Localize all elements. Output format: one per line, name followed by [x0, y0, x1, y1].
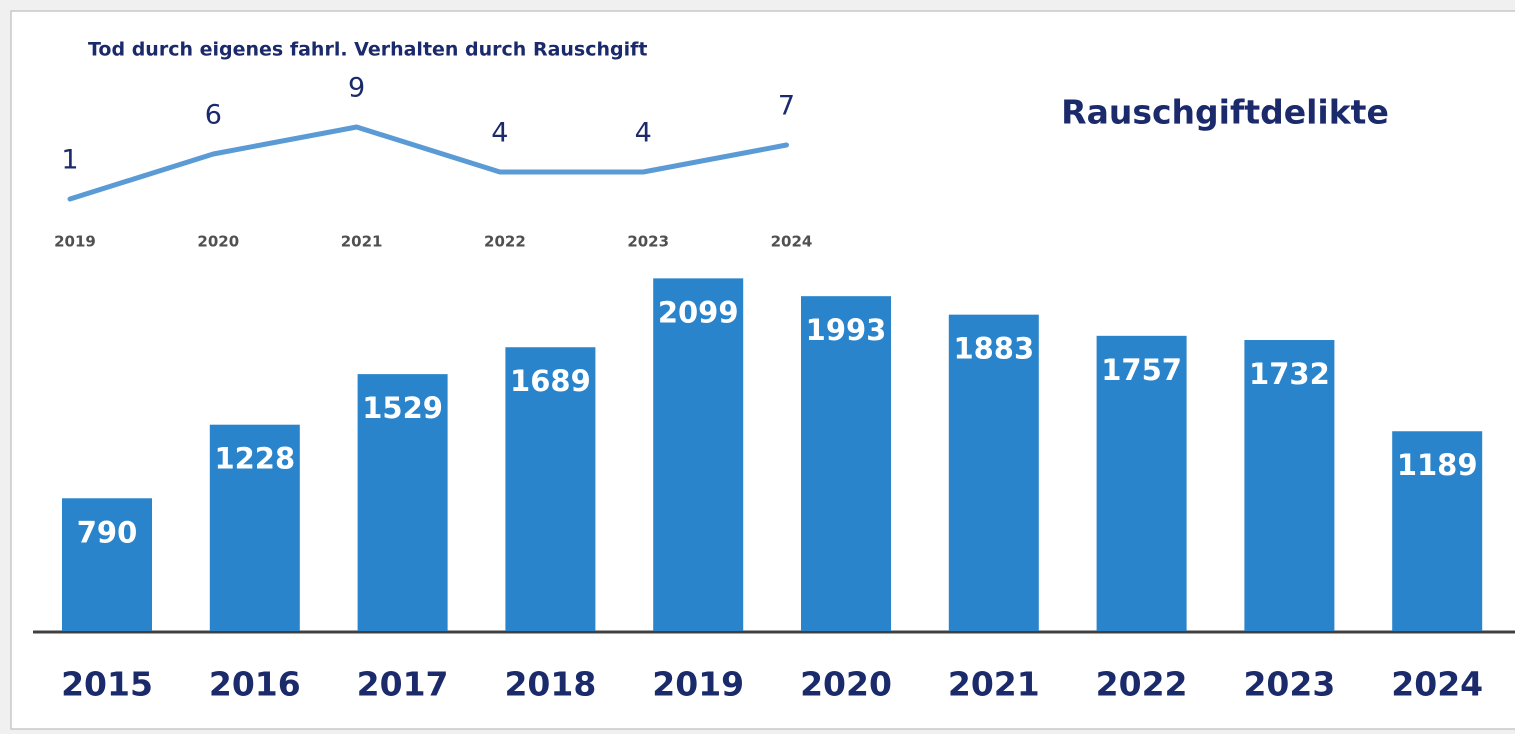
bar	[1096, 335, 1187, 631]
point-value-label: 4	[635, 118, 652, 149]
x-tick-label: 2020	[800, 665, 892, 704]
bar-value-label: 1689	[510, 364, 591, 398]
bar-value-label: 1883	[953, 332, 1034, 366]
x-tick-label: 2024	[1391, 665, 1483, 704]
bar	[209, 424, 300, 631]
x-tick-label: 2023	[1243, 665, 1335, 704]
point-value-label: 9	[348, 73, 365, 104]
bar-value-label: 1732	[1249, 357, 1330, 391]
point-value-label: 7	[778, 91, 795, 122]
x-tick-label: 2018	[504, 665, 596, 704]
x-tick-label: 2016	[209, 665, 301, 704]
bar-value-label: 1189	[1397, 448, 1478, 482]
x-tick-label: 2020	[197, 233, 239, 251]
point-value-label: 6	[205, 100, 222, 131]
bar	[1244, 340, 1335, 631]
bar-chart-title: Rauschgiftdelikte	[1061, 93, 1389, 132]
bar	[62, 498, 152, 631]
x-tick-label: 2023	[627, 233, 669, 251]
x-tick-label: 2017	[357, 665, 449, 704]
bar-value-label: 1228	[214, 442, 295, 476]
bar-value-label: 790	[77, 515, 138, 549]
bar-value-label: 1529	[362, 391, 443, 425]
bar	[801, 296, 891, 631]
bar-value-label: 1993	[806, 313, 887, 347]
bar	[357, 374, 448, 631]
bar-value-label: 2099	[658, 295, 739, 329]
bar	[1392, 431, 1483, 631]
x-tick-label: 2021	[948, 665, 1040, 704]
line	[67, 124, 789, 202]
x-tick-label: 2019	[54, 233, 96, 251]
x-tick-label: 2015	[61, 665, 153, 704]
x-tick-label: 2022	[484, 233, 526, 251]
x-tick-label: 2021	[341, 233, 383, 251]
x-tick-label: 2022	[1096, 665, 1188, 704]
line-chart-title: Tod durch eigenes fahrl. Verhalten durch…	[88, 39, 648, 61]
x-tick-label: 2024	[771, 233, 813, 251]
bar	[653, 278, 744, 631]
bar	[948, 314, 1039, 631]
point-value-label: 4	[491, 118, 508, 149]
bar-value-label: 1757	[1101, 353, 1182, 387]
bar	[505, 347, 596, 631]
point-value-label: 1	[61, 145, 78, 176]
x-tick-label: 2019	[652, 665, 744, 704]
